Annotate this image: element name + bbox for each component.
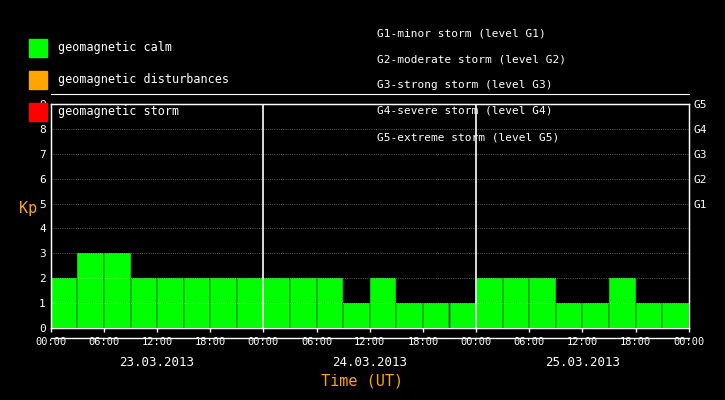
Text: 23.03.2013: 23.03.2013 [120,356,194,368]
Bar [237,278,263,328]
Bar [609,278,636,328]
Bar [183,278,210,328]
Bar [476,278,502,328]
Bar [290,278,317,328]
Y-axis label: Kp: Kp [19,201,37,216]
Text: G5-extreme storm (level G5): G5-extreme storm (level G5) [377,132,559,142]
Bar [78,253,104,328]
Text: Time (UT): Time (UT) [321,373,404,388]
Bar [51,278,78,328]
Bar [502,278,529,328]
Text: 24.03.2013: 24.03.2013 [332,356,407,368]
Bar [636,303,662,328]
Text: geomagnetic disturbances: geomagnetic disturbances [58,74,229,86]
Text: geomagnetic calm: geomagnetic calm [58,42,172,54]
Bar [263,278,290,328]
Text: G4-severe storm (level G4): G4-severe storm (level G4) [377,106,552,116]
Bar [104,253,130,328]
Bar [556,303,582,328]
Text: G1-minor storm (level G1): G1-minor storm (level G1) [377,28,546,38]
Text: G2-moderate storm (level G2): G2-moderate storm (level G2) [377,54,566,64]
Text: 25.03.2013: 25.03.2013 [545,356,620,368]
Text: G3-strong storm (level G3): G3-strong storm (level G3) [377,80,552,90]
Bar [210,278,237,328]
Bar [529,278,556,328]
Bar [343,303,370,328]
Bar [662,303,689,328]
Bar [370,278,397,328]
Bar [423,303,450,328]
Bar [317,278,343,328]
Bar [130,278,157,328]
Text: geomagnetic storm: geomagnetic storm [58,106,179,118]
Bar [450,303,476,328]
Bar [582,303,609,328]
Bar [397,303,423,328]
Bar [157,278,183,328]
